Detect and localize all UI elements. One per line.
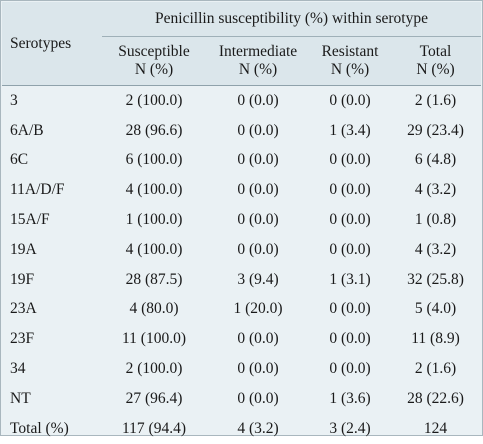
cell-susceptible: 28 (87.5) — [125, 270, 183, 288]
cell-resistant: 0 (0.0) — [329, 240, 371, 258]
cell-susceptible: 4 (100.0) — [125, 181, 183, 199]
header-intermediate-unit: N (%) — [238, 61, 278, 78]
header-resistant-label: Resistant — [321, 43, 379, 60]
cell-susceptible: 27 (96.4) — [125, 389, 183, 407]
table-row: 3 2 (100.0) 0 (0.0) 0 (0.0) 2 (1.6) — [2, 86, 481, 116]
table-row: 15A/F 1 (100.0) 0 (0.0) 0 (0.0) 1 (0.8) — [2, 205, 481, 235]
cell-resistant: 0 (0.0) — [329, 181, 371, 199]
cell-resistant: 1 (3.1) — [329, 270, 371, 288]
cell-resistant: 0 (0.0) — [329, 360, 371, 378]
cell-total: 29 (23.4) — [407, 121, 464, 139]
cell-serotype: 3 — [10, 91, 18, 109]
cell-susceptible: 4 (100.0) — [125, 240, 183, 258]
header-total-label: Total — [419, 43, 452, 60]
header-susceptible-unit: N (%) — [134, 61, 174, 78]
cell-total: 1 (0.8) — [414, 211, 457, 229]
cell-susceptible: 28 (96.6) — [125, 121, 183, 139]
cell-total: 32 (25.8) — [407, 270, 464, 288]
cell-intermediate: 0 (0.0) — [237, 211, 279, 229]
cell-intermediate: 1 (20.0) — [233, 300, 283, 318]
header-susceptible-label: Susceptible — [118, 43, 190, 60]
cell-serotype: 15A/F — [10, 211, 50, 229]
table-row: 11A/D/F 4 (100.0) 0 (0.0) 0 (0.0) 4 (3.2… — [2, 175, 481, 205]
cell-serotype: 19A — [10, 240, 37, 258]
cell-intermediate: 3 (9.4) — [237, 270, 279, 288]
cell-total: 6 (4.8) — [414, 151, 457, 169]
header-serotypes: Serotypes — [2, 2, 102, 86]
table-row: 19F 28 (87.5) 3 (9.4) 1 (3.1) 32 (25.8) — [2, 265, 481, 295]
cell-total: 2 (1.6) — [414, 360, 457, 378]
cell-intermediate: 0 (0.0) — [237, 330, 279, 348]
table-row: 6A/B 28 (96.6) 0 (0.0) 1 (3.4) 29 (23.4) — [2, 116, 481, 146]
header-resistant: Resistant N (%) — [310, 36, 390, 86]
table-row: NT 27 (96.4) 0 (0.0) 1 (3.6) 28 (22.6) — [2, 384, 481, 414]
cell-total: 124 — [423, 419, 448, 437]
table-row-total: Total (%) 117 (94.4) 4 (3.2) 3 (2.4) 124 — [2, 414, 481, 444]
cell-intermediate: 0 (0.0) — [237, 240, 279, 258]
header-row-top: Serotypes Penicillin susceptibility (%) … — [2, 2, 481, 86]
header-susceptible: Susceptible N (%) — [102, 36, 206, 86]
table-row: 6C 6 (100.0) 0 (0.0) 0 (0.0) 6 (4.8) — [2, 146, 481, 176]
cell-susceptible: 117 (94.4) — [122, 419, 186, 437]
cell-resistant: 0 (0.0) — [329, 330, 371, 348]
cell-serotype: 34 — [10, 360, 26, 378]
cell-susceptible: 11 (100.0) — [122, 330, 186, 348]
cell-resistant: 1 (3.4) — [329, 121, 371, 139]
cell-intermediate: 0 (0.0) — [237, 360, 279, 378]
header-total: Total N (%) — [390, 36, 481, 86]
table-body: 3 2 (100.0) 0 (0.0) 0 (0.0) 2 (1.6) 6A/B… — [2, 86, 481, 444]
cell-resistant: 3 (2.4) — [329, 419, 371, 437]
cell-total: 28 (22.6) — [407, 389, 464, 407]
cell-resistant: 0 (0.0) — [329, 151, 371, 169]
header-intermediate-label: Intermediate — [218, 43, 298, 60]
cell-intermediate: 0 (0.0) — [237, 151, 279, 169]
cell-resistant: 0 (0.0) — [329, 211, 371, 229]
cell-serotype: 6A/B — [10, 121, 44, 139]
cell-serotype: Total (%) — [10, 419, 69, 437]
cell-resistant: 0 (0.0) — [329, 91, 371, 109]
cell-total: 11 (8.9) — [411, 330, 460, 348]
header-row-columns: Susceptible N (%) Intermediate N (%) Res… — [2, 36, 481, 86]
cell-resistant: 0 (0.0) — [329, 300, 371, 318]
cell-serotype: 23A — [10, 300, 37, 318]
cell-intermediate: 0 (0.0) — [237, 181, 279, 199]
table-row: 19A 4 (100.0) 0 (0.0) 0 (0.0) 4 (3.2) — [2, 235, 481, 265]
cell-susceptible: 2 (100.0) — [125, 91, 183, 109]
cell-intermediate: 0 (0.0) — [237, 121, 279, 139]
cell-serotype: NT — [10, 389, 31, 407]
cell-susceptible: 1 (100.0) — [125, 211, 183, 229]
header-total-unit: N (%) — [416, 61, 455, 78]
cell-susceptible: 4 (80.0) — [129, 300, 179, 318]
cell-susceptible: 6 (100.0) — [125, 151, 183, 169]
cell-serotype: 19F — [10, 270, 35, 288]
cell-total: 4 (3.2) — [414, 240, 457, 258]
table-row: 23A 4 (80.0) 1 (20.0) 0 (0.0) 5 (4.0) — [2, 295, 481, 325]
cell-total: 4 (3.2) — [414, 181, 457, 199]
header-divider — [2, 85, 481, 86]
header-group-title: Penicillin susceptibility (%) within ser… — [102, 2, 481, 37]
cell-serotype: 23F — [10, 330, 35, 348]
cell-susceptible: 2 (100.0) — [125, 360, 183, 378]
table-row: 34 2 (100.0) 0 (0.0) 0 (0.0) 2 (1.6) — [2, 354, 481, 384]
cell-intermediate: 0 (0.0) — [237, 389, 279, 407]
header-resistant-unit: N (%) — [330, 61, 370, 78]
cell-serotype: 6C — [10, 151, 29, 169]
table-row: 23F 11 (100.0) 0 (0.0) 0 (0.0) 11 (8.9) — [2, 324, 481, 354]
cell-intermediate: 0 (0.0) — [237, 91, 279, 109]
cell-serotype: 11A/D/F — [10, 181, 65, 199]
header-intermediate: Intermediate N (%) — [206, 36, 310, 86]
cell-intermediate: 4 (3.2) — [237, 419, 279, 437]
cell-resistant: 1 (3.6) — [329, 389, 371, 407]
cell-total: 5 (4.0) — [414, 300, 457, 318]
cell-total: 2 (1.6) — [414, 91, 457, 109]
